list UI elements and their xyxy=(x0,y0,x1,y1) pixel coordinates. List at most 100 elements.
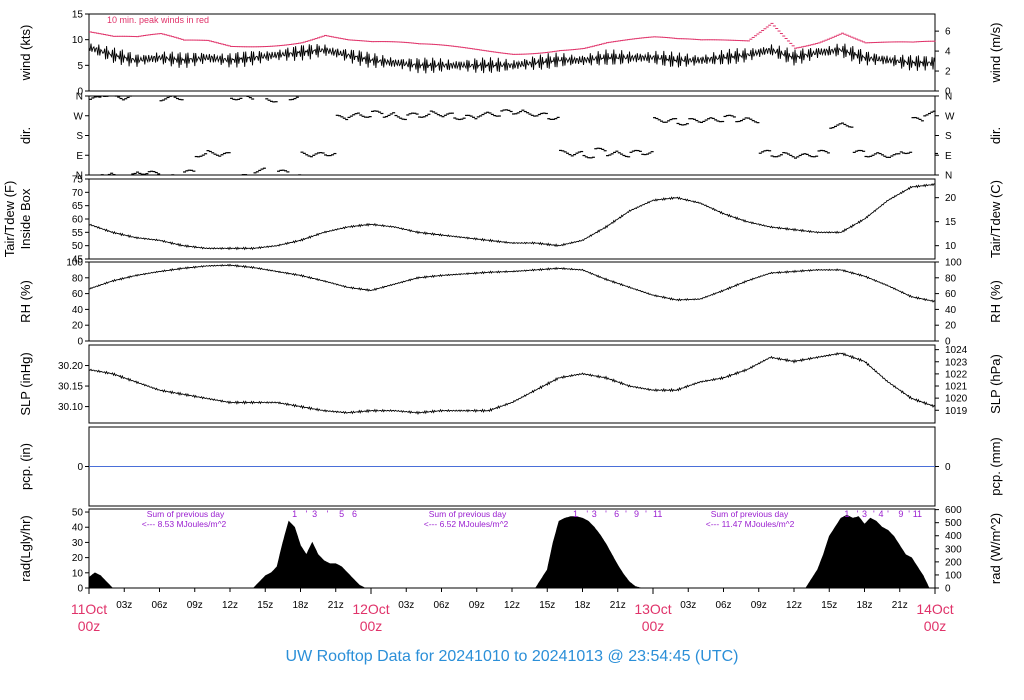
dir-right-tick-label: S xyxy=(945,131,952,142)
date-tick-hour: 00z xyxy=(642,618,665,634)
x-tick-label: 09z xyxy=(469,600,485,611)
rad-hour-marker: 11 xyxy=(913,509,922,519)
wind-annotation: 10 min. peak winds in red xyxy=(107,15,209,25)
temp-left-tick-label: 50 xyxy=(72,241,84,252)
slp-right-tick-label: 1019 xyxy=(945,406,968,417)
wind-panel-frame xyxy=(88,13,936,92)
rad-hour-marker: ' xyxy=(873,509,875,519)
wind-ylabel-left: wind (kts) xyxy=(18,25,33,82)
rad-daily-sum-title: Sum of previous day xyxy=(429,509,507,519)
temp-line xyxy=(88,183,936,251)
rad-daily-sum-title: Sum of previous day xyxy=(147,509,225,519)
rh-left-tick-label: 60 xyxy=(72,289,84,300)
temp-left-tick-label: 55 xyxy=(72,228,84,239)
rad-hour-marker: 6 xyxy=(614,509,619,519)
dir-right-tick-label: E xyxy=(945,151,952,162)
rad-hour-marker: ' xyxy=(327,509,329,519)
rh-line xyxy=(89,263,936,303)
rad-hour-marker: 3 xyxy=(592,509,597,519)
temp-left-tick-label: 45 xyxy=(72,255,84,266)
rh-left-tick-label: 0 xyxy=(77,337,83,348)
pcp-left-tick-label: 0 xyxy=(77,462,83,473)
slp-panel-frame xyxy=(88,344,936,424)
rh-right-tick-label: 80 xyxy=(945,273,957,284)
date-tick-label: 12Oct xyxy=(352,601,389,617)
rh-ylabel-right: RH (%) xyxy=(988,280,1003,323)
slp-right-tick-label: 1020 xyxy=(945,394,968,405)
dir-panel-frame xyxy=(88,95,936,176)
page-title: UW Rooftop Data for 20241010 to 20241013… xyxy=(285,648,739,665)
x-tick-label: 06z xyxy=(433,600,449,611)
rad-left-tick-label: 30 xyxy=(72,538,84,549)
x-tick-label: 03z xyxy=(398,600,414,611)
rad-hour-marker: 3 xyxy=(312,509,317,519)
rh-right-tick-label: 20 xyxy=(945,321,957,332)
dir-right-tick-label: N xyxy=(945,171,952,182)
rh-left-tick-label: 20 xyxy=(72,321,84,332)
date-tick-label: 11Oct xyxy=(71,601,107,617)
x-tick-label: 21z xyxy=(892,600,908,611)
x-tick-label: 06z xyxy=(151,600,167,611)
slp-left-tick-label: 30.20 xyxy=(58,361,83,372)
dir-right-tick-label: W xyxy=(945,111,955,122)
rad-hour-marker: 5 xyxy=(339,509,344,519)
x-tick-label: 18z xyxy=(574,600,590,611)
x-tick-label: 06z xyxy=(715,600,731,611)
rad-right-tick-label: 100 xyxy=(945,570,962,581)
temp-ylabel-left-1: Tair/Tdew (F) xyxy=(2,181,17,258)
rad-hour-marker: 9 xyxy=(898,509,903,519)
wind-right-tick-label: 2 xyxy=(945,67,951,78)
rad-hour-marker: 1 xyxy=(573,509,578,519)
wind-mean-line xyxy=(88,43,936,74)
slp-right-tick-label: 1023 xyxy=(945,357,968,368)
temp-left-tick-label: 70 xyxy=(72,188,84,199)
date-tick-hour: 00z xyxy=(78,618,101,634)
x-tick-label: 15z xyxy=(821,600,837,611)
x-tick-label: 03z xyxy=(116,600,132,611)
rad-right-tick-label: 500 xyxy=(945,518,962,529)
pcp-ylabel-right: pcp. (mm) xyxy=(988,437,1003,496)
wind-ylabel-right: wind (m/s) xyxy=(988,23,1003,84)
rad-hour-marker: ' xyxy=(625,509,627,519)
rad-ylabel-left: rad(Lgly/hr) xyxy=(18,515,33,581)
x-tick-label: 15z xyxy=(257,600,273,611)
date-tick-label: 14Oct xyxy=(916,601,953,617)
rh-ylabel-left: RH (%) xyxy=(18,280,33,323)
rad-hour-marker: ' xyxy=(908,509,910,519)
rh-left-tick-label: 40 xyxy=(72,305,84,316)
wind-left-tick-label: 0 xyxy=(77,87,83,98)
slp-right-tick-label: 1022 xyxy=(945,369,968,380)
rad-daily-sum-value: <--- 8.53 MJoules/m^2 xyxy=(142,519,227,529)
rad-left-tick-label: 40 xyxy=(72,523,84,534)
rad-hour-marker: ' xyxy=(605,509,607,519)
temp-left-tick-label: 75 xyxy=(72,175,84,186)
dir-ylabel-left: dir. xyxy=(18,127,33,144)
wind-right-tick-label: 4 xyxy=(945,47,951,58)
rad-right-tick-label: 200 xyxy=(945,557,962,568)
x-tick-label: 18z xyxy=(292,600,308,611)
wind-left-tick-label: 15 xyxy=(72,10,84,21)
dir-ylabel-right: dir. xyxy=(988,127,1003,144)
slp-line xyxy=(88,351,936,415)
temp-ylabel-left-2: Inside Box xyxy=(18,188,33,249)
x-tick-label: 12z xyxy=(222,600,238,611)
date-tick-hour: 00z xyxy=(924,618,947,634)
rad-daily-sum-value: <--- 6.52 MJoules/m^2 xyxy=(424,519,509,529)
x-tick-label: 03z xyxy=(680,600,696,611)
x-tick-label: 21z xyxy=(328,600,344,611)
slp-left-tick-label: 30.10 xyxy=(58,402,83,413)
dir-left-tick-label: S xyxy=(76,131,83,142)
rh-right-tick-label: 60 xyxy=(945,289,957,300)
rh-left-tick-label: 100 xyxy=(66,258,83,269)
rad-right-tick-label: 0 xyxy=(945,584,951,595)
temp-left-tick-label: 60 xyxy=(72,215,84,226)
rad-daily-sum-title: Sum of previous day xyxy=(711,509,789,519)
slp-left-tick-label: 30.15 xyxy=(58,382,83,393)
slp-right-tick-label: 1021 xyxy=(945,382,968,393)
slp-ylabel-left: SLP (inHg) xyxy=(18,352,33,415)
x-tick-label: 21z xyxy=(610,600,626,611)
dir-left-tick-label: N xyxy=(76,171,83,182)
rh-left-tick-label: 80 xyxy=(72,273,84,284)
wind-right-tick-label: 0 xyxy=(945,87,951,98)
wind-left-tick-label: 5 xyxy=(77,61,83,72)
